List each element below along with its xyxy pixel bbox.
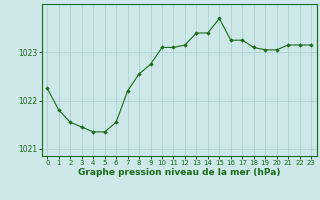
X-axis label: Graphe pression niveau de la mer (hPa): Graphe pression niveau de la mer (hPa) [78,168,280,177]
